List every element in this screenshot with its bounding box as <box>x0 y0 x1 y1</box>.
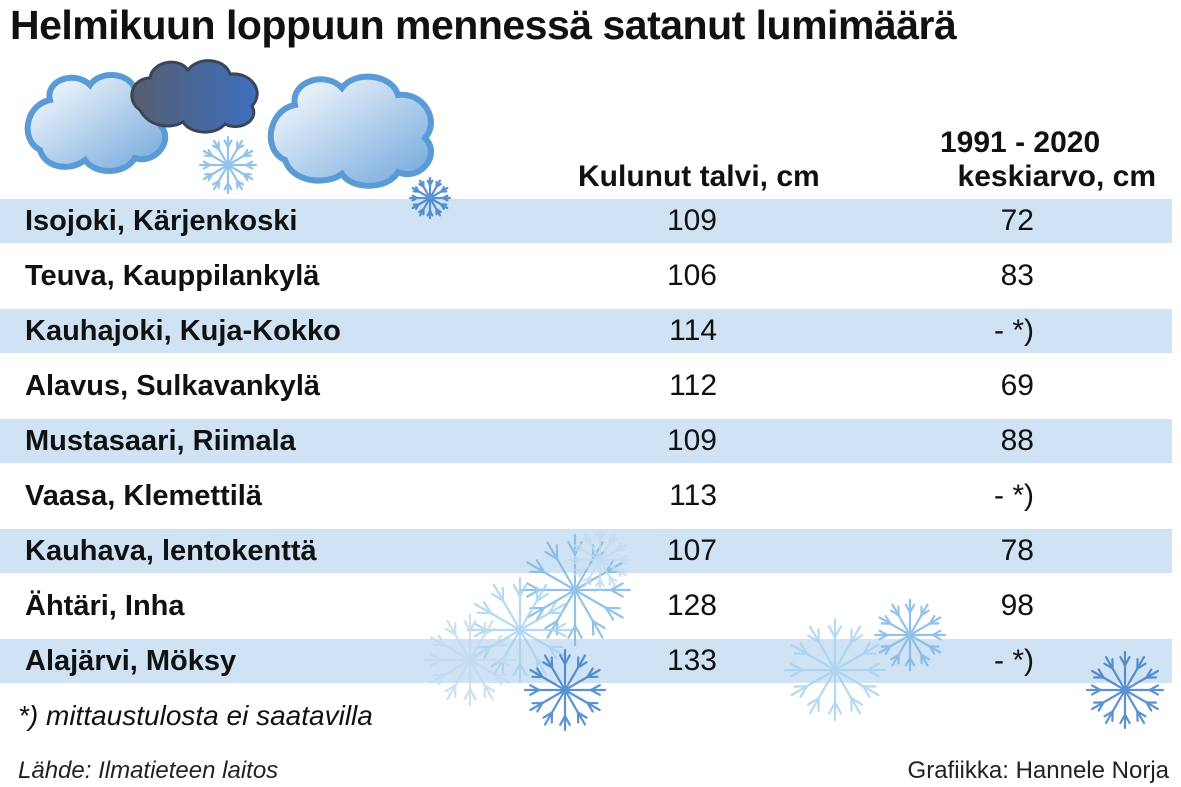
cloud-icon <box>130 59 259 134</box>
column-header-current: Kulunut talvi, cm <box>578 160 820 193</box>
snow-table: Isojoki, Kärjenkoski 109 72 Teuva, Kaupp… <box>0 199 1172 694</box>
current-value: 109 <box>666 424 717 457</box>
average-value: - *) <box>994 314 1034 347</box>
current-value: 112 <box>669 369 717 402</box>
credit-note: Grafiikka: Hannele Norja <box>907 757 1169 784</box>
average-value: - *) <box>994 644 1034 677</box>
station-name: Teuva, Kauppilankylä <box>25 260 320 292</box>
current-value: 107 <box>666 534 717 567</box>
table-row: Mustasaari, Riimala 109 88 <box>0 419 1172 463</box>
column-header-average-line1: 1991 - 2020 <box>940 126 1101 159</box>
station-name: Mustasaari, Riimala <box>25 425 296 457</box>
table-row: Ähtäri, Inha 128 98 <box>0 584 1172 628</box>
station-name: Kauhajoki, Kuja-Kokko <box>25 315 341 347</box>
cloud-icon <box>267 73 434 189</box>
chart-title: Helmikuun loppuun mennessä satanut lumim… <box>10 2 957 48</box>
current-value: 106 <box>666 259 717 292</box>
station-name: Alajärvi, Möksy <box>25 645 237 677</box>
average-value: 78 <box>1000 534 1034 567</box>
footnote: *) mittaustulosta ei saatavilla <box>18 700 373 731</box>
average-value: 72 <box>1000 204 1034 237</box>
station-name: Kauhava, lentokenttä <box>25 535 317 567</box>
station-name: Ähtäri, Inha <box>25 590 185 622</box>
table-row: Isojoki, Kärjenkoski 109 72 <box>0 199 1172 243</box>
station-name: Vaasa, Klemettilä <box>25 480 262 512</box>
table-row: Kauhajoki, Kuja-Kokko 114 - *) <box>0 309 1172 353</box>
average-value: 88 <box>1000 424 1034 457</box>
table-row: Alavus, Sulkavankylä 112 69 <box>0 364 1172 408</box>
station-name: Alavus, Sulkavankylä <box>25 370 320 402</box>
column-header-average-line2: keskiarvo, cm <box>957 160 1156 193</box>
current-value: 113 <box>669 479 717 512</box>
current-value: 133 <box>666 644 717 677</box>
table-row: Kauhava, lentokenttä 107 78 <box>0 529 1172 573</box>
current-value: 109 <box>666 204 717 237</box>
average-value: 83 <box>1000 259 1034 292</box>
column-header-average: 1991 - 2020 keskiarvo, cm <box>938 126 1156 194</box>
current-value: 114 <box>669 314 717 347</box>
source-note: Lähde: Ilmatieteen laitos <box>18 757 279 784</box>
station-name: Isojoki, Kärjenkoski <box>25 205 298 237</box>
current-value: 128 <box>666 589 717 622</box>
table-row: Alajärvi, Möksy 133 - *) <box>0 639 1172 683</box>
table-row: Teuva, Kauppilankylä 106 83 <box>0 254 1172 298</box>
average-value: - *) <box>994 479 1034 512</box>
average-value: 69 <box>1000 369 1034 402</box>
table-row: Vaasa, Klemettilä 113 - *) <box>0 474 1172 518</box>
cloud-illustration <box>24 59 434 189</box>
average-value: 98 <box>1000 589 1034 622</box>
